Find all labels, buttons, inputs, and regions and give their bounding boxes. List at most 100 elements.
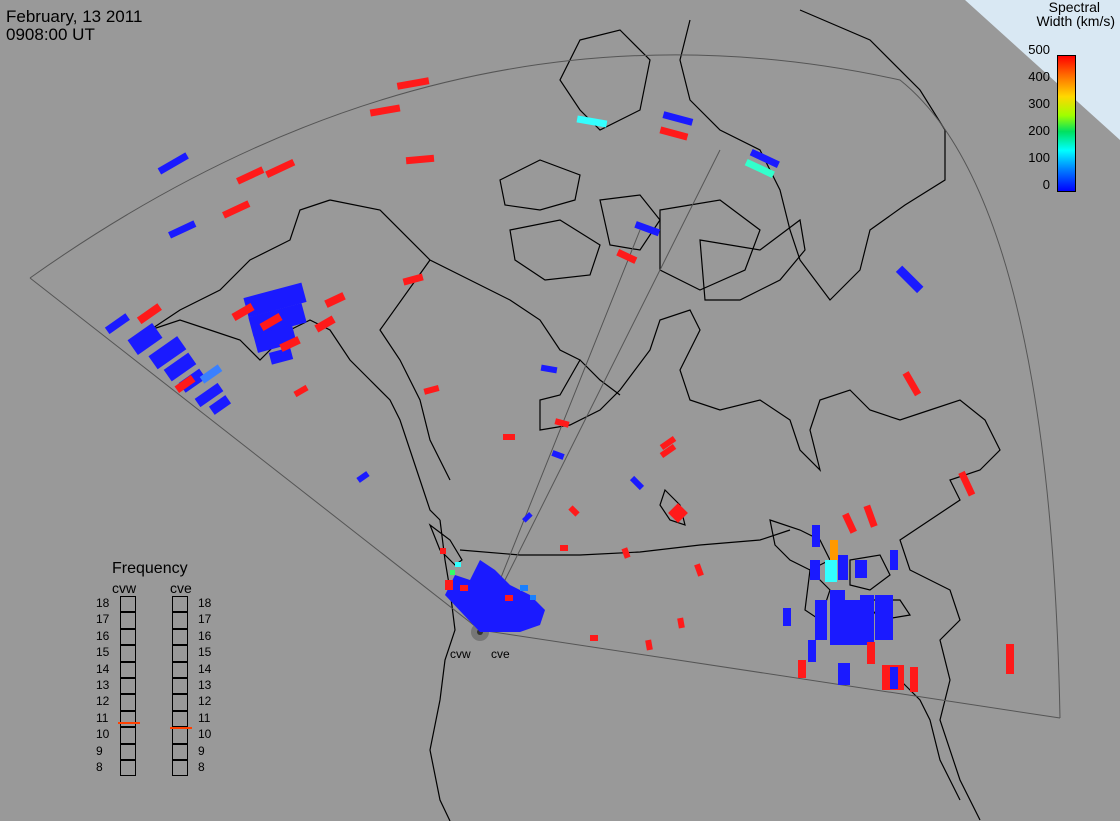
echo-cell [838,663,850,685]
radar-label-west: cvw [450,647,471,661]
echo-cell [694,563,704,577]
frequency-tick: 15 [96,645,110,660]
echo-cell [208,395,232,415]
echo-cell [910,667,918,692]
echo-cell [314,315,336,333]
echo-cell [867,642,875,664]
frequency-cell [172,612,188,629]
frequency-cell [120,743,136,760]
frequency-tick: 14 [96,661,110,676]
frequency-tick: 17 [96,612,110,627]
echo-cell [810,560,820,580]
echo-cell [148,336,187,370]
frequency-tick: 12 [96,694,110,709]
frequency-cell [120,661,136,678]
frequency-title: Frequency [112,560,188,577]
frequency-cell [120,710,136,728]
echo-fan [445,560,545,632]
frequency-cell [172,760,188,777]
echo-cell [259,313,283,331]
frequency-cell [120,760,136,777]
echo-cells [104,77,1014,692]
echo-cell [783,608,791,626]
frequency-cell [172,628,188,646]
colorbar-tick: 300 [1028,96,1050,111]
echo-cell [838,555,848,580]
echo-cell [830,540,838,560]
echo-cell [808,640,816,662]
echo-cell [268,347,294,365]
frequency-cell [172,694,188,711]
echo-cell [659,443,677,459]
frequency-tick: 15 [198,645,212,660]
echo-cell [157,152,189,175]
frequency-marker [170,727,192,730]
frequency-tick: 17 [198,612,212,627]
echo-cell [356,471,370,483]
frequency-cell [120,612,136,629]
radar-label-east: cve [491,647,510,661]
frequency-cell [172,596,188,613]
colorbar-tick: 100 [1028,150,1050,165]
echo-cell [629,475,645,491]
echo-cell [576,115,608,128]
echo-cell [265,158,296,178]
echo-cell [554,418,570,428]
echo-cell [540,364,558,374]
echo-cell [890,550,898,570]
echo-cell [243,282,307,318]
frequency-cell [120,645,136,662]
echo-cell [659,435,677,451]
echo-cell [168,220,197,239]
frequency-cell [172,743,188,760]
echo-cell [875,595,893,640]
frequency-tick: 10 [198,727,212,742]
echo-cell [668,503,688,523]
date-label: February, 13 2011 [6,7,143,26]
echo-cell [174,374,196,394]
echo-cell [590,635,598,641]
frequency-cell [120,678,136,695]
colorbar-tick: 200 [1028,123,1050,138]
echo-cell [645,639,653,651]
echo-cell [231,303,255,321]
frequency-label-cvw: cvw [112,580,137,596]
echo-cell [798,660,806,678]
echo-cell [812,525,820,547]
echo-cell [659,126,689,141]
fov-outline [29,54,1061,719]
echo-cell [127,323,163,355]
frequency-tick: 18 [198,596,212,610]
frequency-tick: 9 [96,743,103,758]
echo-cell [324,292,346,308]
echo-cell [830,590,845,645]
colorbar-tick: 500 [1028,42,1050,57]
echo-cell [749,148,780,168]
echo-cell [402,273,424,286]
echo-cell [1006,644,1014,674]
echo-cell [293,384,309,398]
echo-cell [222,200,251,219]
colorbar-tick: 0 [1042,177,1050,192]
frequency-tick: 13 [96,678,110,692]
frequency-tick: 9 [198,743,205,758]
frequency-cell [120,727,136,744]
echo-cell [551,450,565,460]
echo-cell [845,600,860,645]
frequency-cell [172,727,188,744]
echo-cell [423,385,440,395]
echo-cell [369,104,401,117]
echo-cell [621,547,631,559]
echo-cell [744,158,775,178]
frequency-cell [172,661,188,678]
colorbar-title-line2: Width (km/s) [1036,13,1115,29]
frequency-cell [172,645,188,662]
frequency-cell [120,628,136,646]
frequency-tick: 13 [198,678,212,692]
echo-cell [253,325,297,353]
frequency-marker [118,722,140,725]
echo-cell [815,600,827,640]
colorbar-tick: 400 [1028,69,1050,84]
